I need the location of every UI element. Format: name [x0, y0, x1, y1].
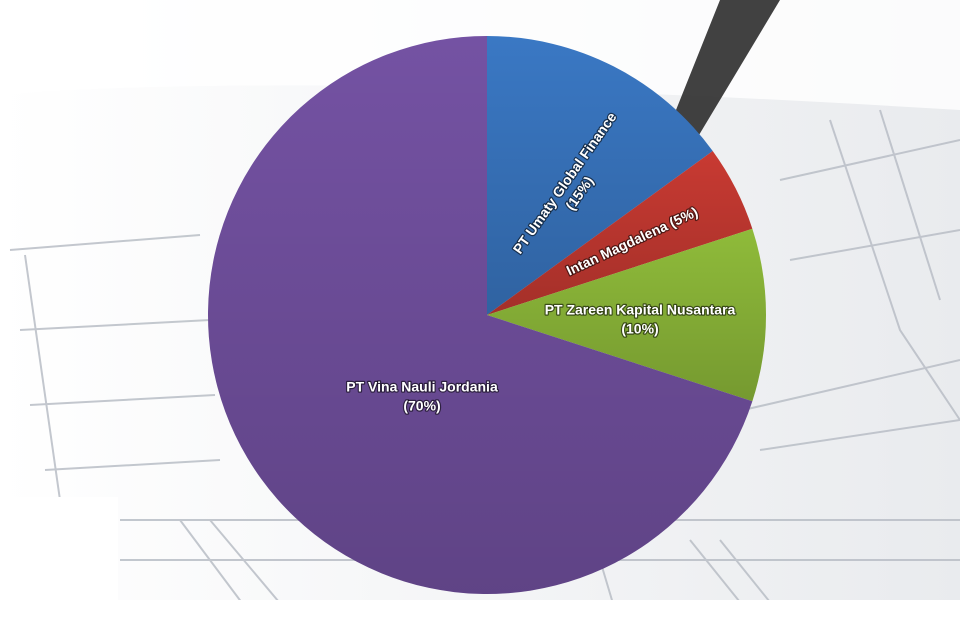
slice-label-name: PT Zareen Kapital Nusantara [545, 302, 736, 318]
pie-slice-shade-4 [208, 36, 753, 595]
slice-label-3: PT Zareen Kapital Nusantara (10%) [545, 302, 736, 337]
pie-slice-shade-2 [487, 151, 753, 315]
pie-slice-shade-3 [487, 228, 766, 402]
slice-label-name: PT Vina Nauli Jordania [346, 379, 498, 395]
pie-slice-shade-1 [487, 36, 713, 315]
pie-chart: PT Umaty Global Finance(15%)Intan Magdal… [208, 36, 766, 595]
slice-label-percent: (10%) [621, 321, 658, 337]
slice-label-4: PT Vina Nauli Jordania (70%) [346, 379, 498, 414]
slice-label-percent: (70%) [403, 398, 440, 414]
